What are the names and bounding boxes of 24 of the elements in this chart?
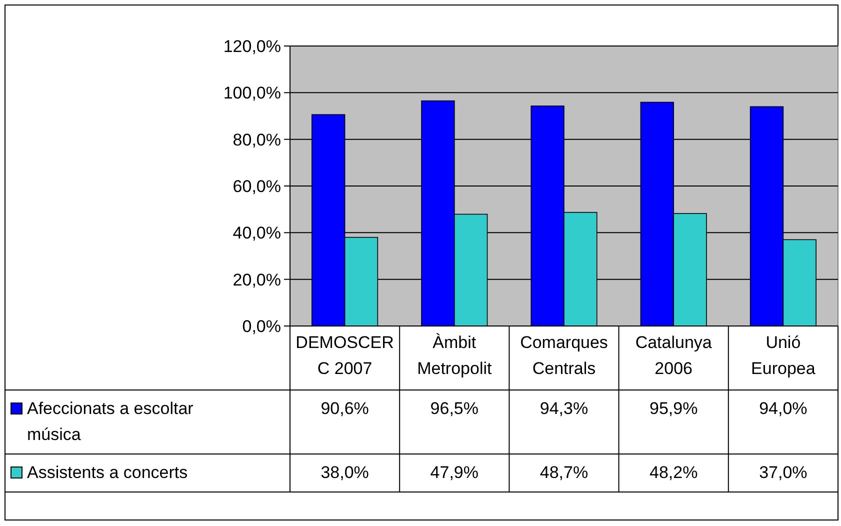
data-label: 90,6% [320, 399, 369, 418]
y-tick-label: 0,0% [242, 316, 281, 336]
y-tick-label: 120,0% [223, 36, 281, 56]
data-label: 96,5% [430, 399, 478, 418]
x-tick-label: Àmbit Metropolit [417, 333, 492, 378]
legend-label: Assistents a concerts [27, 463, 188, 482]
legend-label: Afeccionats a escoltar música [27, 399, 194, 444]
y-tick-label: 100,0% [223, 84, 281, 103]
data-label: 95,9% [650, 399, 698, 418]
data-label: 47,9% [430, 463, 478, 482]
y-tick-label: 20,0% [232, 270, 281, 290]
data-label: 38,0% [320, 463, 369, 482]
data-label: 48,7% [540, 463, 588, 482]
data-label: 94,3% [540, 399, 588, 418]
x-tick-label: DEMOSCERC 2007 [296, 333, 394, 378]
y-tick-label: 40,0% [232, 224, 281, 243]
x-tick-label: Comarques Centrals [520, 333, 608, 378]
y-tick-label: 80,0% [232, 130, 281, 150]
x-tick-label: Catalunya 2006 [635, 333, 712, 378]
data-label: 37,0% [759, 463, 808, 482]
x-tick-label: Unió Europea [751, 333, 816, 378]
y-tick-label: 60,0% [232, 176, 281, 196]
data-label: 48,2% [650, 463, 698, 482]
data-label: 94,0% [759, 399, 808, 418]
